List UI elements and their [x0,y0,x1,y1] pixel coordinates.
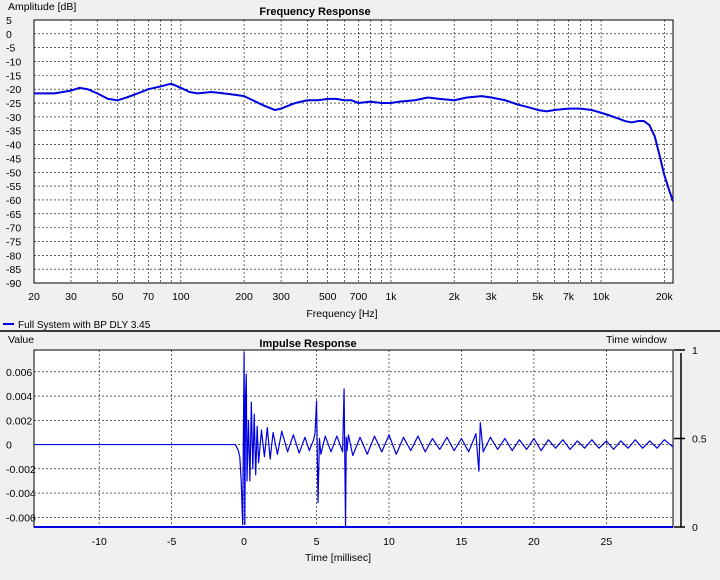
y-tick-label: -25 [6,98,21,110]
y-tick-label: -35 [6,126,21,138]
x-tick-label: 2k [449,291,461,303]
x-tick-label: 7k [563,291,575,303]
y-tick-label: -45 [6,153,21,165]
frequency-chart-title: Frequency Response [259,6,370,18]
x-tick-label: 20 [528,536,540,548]
legend-label: Full System with BP DLY 3.45 [18,320,151,331]
x-tick-label: 5 [314,536,320,548]
y-tick-label: 0.006 [6,367,32,379]
impulse-plot-area [33,349,674,528]
frequency-y-axis-label: Amplitude [dB] [8,1,76,13]
x-tick-label: 20 [28,291,40,303]
x-tick-label: -10 [92,536,107,548]
x-tick-label: 700 [350,291,368,303]
top-chart: 50-5-10-15-20-25-30-35-40-45-50-55-60-65… [3,1,674,331]
y-tick-label: 0 [6,29,12,41]
x-tick-label: 15 [456,536,468,548]
y-tick-label: -10 [6,57,21,69]
frequency-x-axis-label: Frequency [Hz] [306,308,377,320]
y-tick-label: -55 [6,181,21,193]
y-tick-label: 0.002 [6,415,32,427]
y-tick-label: -5 [6,43,15,55]
frequency-grid [34,20,673,283]
x-tick-label: 20k [656,291,674,303]
x-tick-label: 50 [112,291,124,303]
x-tick-label: -5 [167,536,176,548]
x-tick-label: 1k [385,291,397,303]
y-tick-label: -75 [6,236,21,248]
right-axis-tick-label: 1 [692,345,698,357]
y-tick-label: 5 [6,15,12,27]
impulse-x-axis-label: Time [millisec] [305,552,371,564]
y-tick-label: -60 [6,195,21,207]
y-tick-label: -30 [6,112,21,124]
y-tick-label: -80 [6,250,21,262]
x-tick-label: 5k [532,291,544,303]
y-tick-label: 0.004 [6,391,32,403]
impulse-series [34,351,674,528]
impulse-tick-labels: 0.006 0.004 0.002 0 -0.002 -0.004 -0.006 -10 -5 0… [6,345,707,548]
bottom-chart: 0.006 0.004 0.002 0 -0.002 -0.004 -0.006 -10 -5 0… [6,334,707,564]
impulse-chart-title: Impulse Response [259,338,356,350]
y-tick-label: -0.006 [6,512,36,524]
impulse-right-axis-label: Time window [606,334,667,346]
impulse-response-line [34,351,674,528]
x-tick-label: 25 [601,536,613,548]
x-tick-label: 10 [383,536,395,548]
x-tick-label: 10k [593,291,611,303]
right-axis-tick-label: 0 [692,522,698,534]
frequency-response-line [34,82,674,202]
x-tick-label: 300 [272,291,290,303]
y-tick-label: -65 [6,209,21,221]
y-tick-label: -20 [6,84,21,96]
y-tick-label: -0.004 [6,488,36,500]
x-tick-label: 200 [235,291,253,303]
y-tick-label: -50 [6,167,21,179]
x-tick-label: 0 [241,536,247,548]
y-tick-label: -0.002 [6,464,36,476]
frequency-tick-labels: 50-5-10-15-20-25-30-35-40-45-50-55-60-65… [6,15,674,303]
y-tick-label: 0 [6,440,12,452]
right-axis-tick-label: 0.5 [692,434,707,446]
y-tick-label: -85 [6,264,21,276]
y-tick-label: -90 [6,278,21,290]
y-tick-label: -15 [6,70,21,82]
frequency-series [34,82,674,202]
x-tick-label: 70 [142,291,154,303]
impulse-y-axis-label: Value [8,334,34,346]
frequency-plot-area [33,19,674,284]
x-tick-label: 30 [65,291,77,303]
y-tick-label: -70 [6,223,21,235]
x-tick-label: 100 [172,291,190,303]
x-tick-label: 3k [486,291,498,303]
x-tick-label: 500 [319,291,337,303]
y-tick-label: -40 [6,140,21,152]
